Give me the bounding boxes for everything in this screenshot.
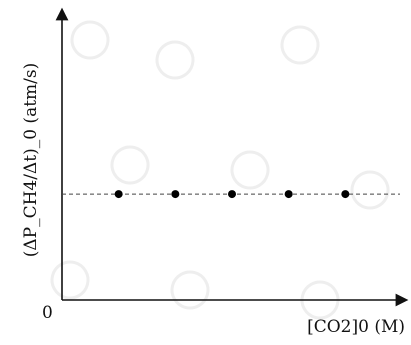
data-point xyxy=(228,190,236,199)
data-point xyxy=(341,190,350,199)
data-point xyxy=(171,190,180,199)
data-point xyxy=(114,190,123,199)
watermark-layer xyxy=(50,20,390,320)
data-point xyxy=(284,190,293,199)
x-axis-label: [CO2]0 (M) xyxy=(307,317,405,337)
origin-label: 0 xyxy=(42,303,53,323)
plot-area xyxy=(62,190,400,199)
y-axis-label: (ΔP_CH4/Δt)_0 (atm/s) xyxy=(21,63,41,258)
